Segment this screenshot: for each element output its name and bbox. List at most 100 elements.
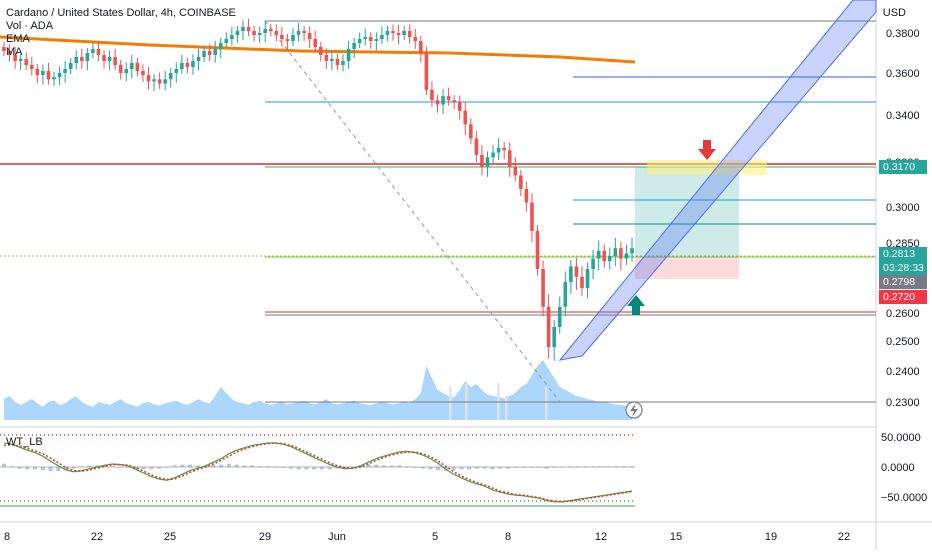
volume-bar [545,387,548,420]
candle-body [213,49,217,55]
osc-hist-bar [71,467,76,469]
candle-body [224,39,229,43]
osc-hist-bar [257,466,262,467]
candle-body [68,63,73,69]
osc-hist-bar [459,467,464,470]
volume-bar [497,382,500,420]
osc-hist-bar [474,467,479,469]
osc-hist-bar [420,467,425,469]
legend-ema[interactable]: EMA [6,33,30,45]
osc-legend[interactable]: WT_LB [6,436,43,448]
candle-body [107,57,112,61]
osc-hist-bar [133,467,138,470]
osc-hist-bar [242,465,247,467]
osc-tick-label: 0.0000 [881,462,915,474]
candle-body [435,100,440,105]
candle-body [7,51,12,55]
candle-body [485,157,490,167]
osc-hist-bar [467,467,472,470]
osc-hist-bar [312,467,317,470]
candle-body [252,31,256,35]
candle-body [157,79,162,84]
candle-body [596,250,601,259]
candle-body [185,63,190,67]
candle-body [63,69,67,73]
candle-body [96,49,101,55]
candle-body [74,57,79,63]
candle-body [413,37,418,41]
osc-hist-bar [296,467,301,470]
candle-body [391,31,395,33]
candle-body [430,89,434,101]
osc-axis[interactable]: 50.0000 0.0000 −50.0000 [881,432,927,504]
osc-hist-bar [211,464,216,467]
candle-body [80,57,84,61]
osc-hist-bar [33,467,38,470]
candle-body [346,49,351,61]
candle-body [52,77,56,80]
candle-body [124,69,129,73]
osc-hist-bar [110,466,115,467]
candle-body [263,29,268,33]
position-profit-zone[interactable] [635,167,739,257]
osc-hist-bar [412,467,417,468]
osc-hist-bar [335,467,340,469]
candle-body [330,59,334,61]
osc-hist-bar [505,467,510,469]
candle-body [513,166,518,176]
time-tick-label: 8 [4,531,10,543]
osc-hist-bar [141,467,146,470]
candle-body [352,43,356,49]
candle-body [574,266,579,277]
candle-body [41,71,45,76]
time-tick-label: 5 [432,531,438,543]
candle-body [496,147,501,153]
candle-body [591,258,595,269]
osc-hist-bar [327,467,332,470]
candle-body [35,69,40,76]
price-axis-currency[interactable]: USD [882,7,906,19]
osc-hist-bar [149,467,154,470]
lightning-icon[interactable] [625,401,643,419]
osc-hist-bar [195,465,200,467]
candle-body [507,150,512,167]
candle-body [191,61,195,67]
candle-body [202,51,206,57]
ascending-channel[interactable] [558,0,877,361]
osc-hist-bar [87,465,92,467]
candle-body [630,248,634,254]
target-highlight [647,160,767,175]
candle-body [613,248,618,256]
candle-body [2,47,6,51]
osc-hist-bar [281,467,286,468]
candle-body [546,306,551,347]
osc-hist-bar [319,467,324,470]
candle-body [296,31,301,35]
time-axis[interactable]: 8 22 25 29 Jun 5 8 12 15 19 22 [4,531,850,543]
osc-hist-bar [157,467,162,469]
legend-volume[interactable]: Vol · ADA [6,20,54,32]
position-loss-zone[interactable] [635,257,739,279]
candle-body [452,100,456,103]
osc-hist-bar [343,467,348,469]
price-tick-label: 0.3000 [886,202,920,214]
candle-body [563,282,568,307]
candle-body [246,27,251,31]
volume-bar [449,387,452,420]
osc-hist-bar [606,466,611,467]
legend-ma[interactable]: MA [6,46,23,58]
time-tick-label: 8 [505,531,511,543]
candle-body [180,63,184,69]
osc-hist-bar [350,467,355,468]
candle-body [324,55,329,61]
candle-body [318,47,323,55]
chart-legend[interactable]: Cardano / United States Dollar, 4h, COIN… [6,7,236,59]
osc-hist-bar [219,464,224,467]
candle-body [474,138,479,155]
osc-hist-bar [598,466,603,467]
candle-body [207,51,212,55]
entry-price-tag: 0.2798 [879,275,927,289]
candle-body [552,327,556,347]
